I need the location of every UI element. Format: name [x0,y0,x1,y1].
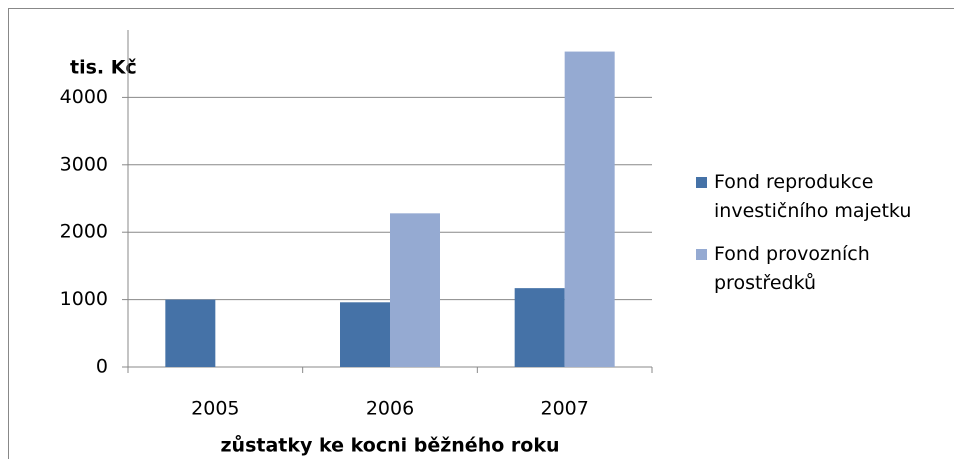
chart-frame [8,8,954,459]
x-axis-label: zůstatky ke kocni běžného roku [221,434,560,457]
y-tick-label: 2000 [60,221,108,243]
legend-swatch [696,177,707,188]
bar [340,302,390,367]
legend: Fond reprodukce investičního majetku Fond… [696,168,954,312]
bar [390,213,440,367]
y-tick-label: 1000 [60,288,108,310]
bar [564,51,615,368]
legend-item: Fond reprodukce investičního majetku [696,168,954,226]
x-tick-label: 2005 [191,398,239,420]
x-tick-label: 2007 [540,398,588,420]
legend-item: Fond provozních prostředků [696,240,954,298]
bar [514,288,565,367]
legend-label: Fond provozních prostředků [714,243,870,294]
bar [165,299,216,367]
y-tick-label: 4000 [60,86,108,108]
y-axis-label: tis. Kč [70,57,137,79]
legend-swatch [696,249,707,260]
legend-label: Fond reprodukce investičního majetku [714,171,912,222]
y-tick-label: 3000 [60,153,108,175]
y-tick-label: 0 [96,356,108,378]
x-tick-label: 2006 [366,398,414,420]
